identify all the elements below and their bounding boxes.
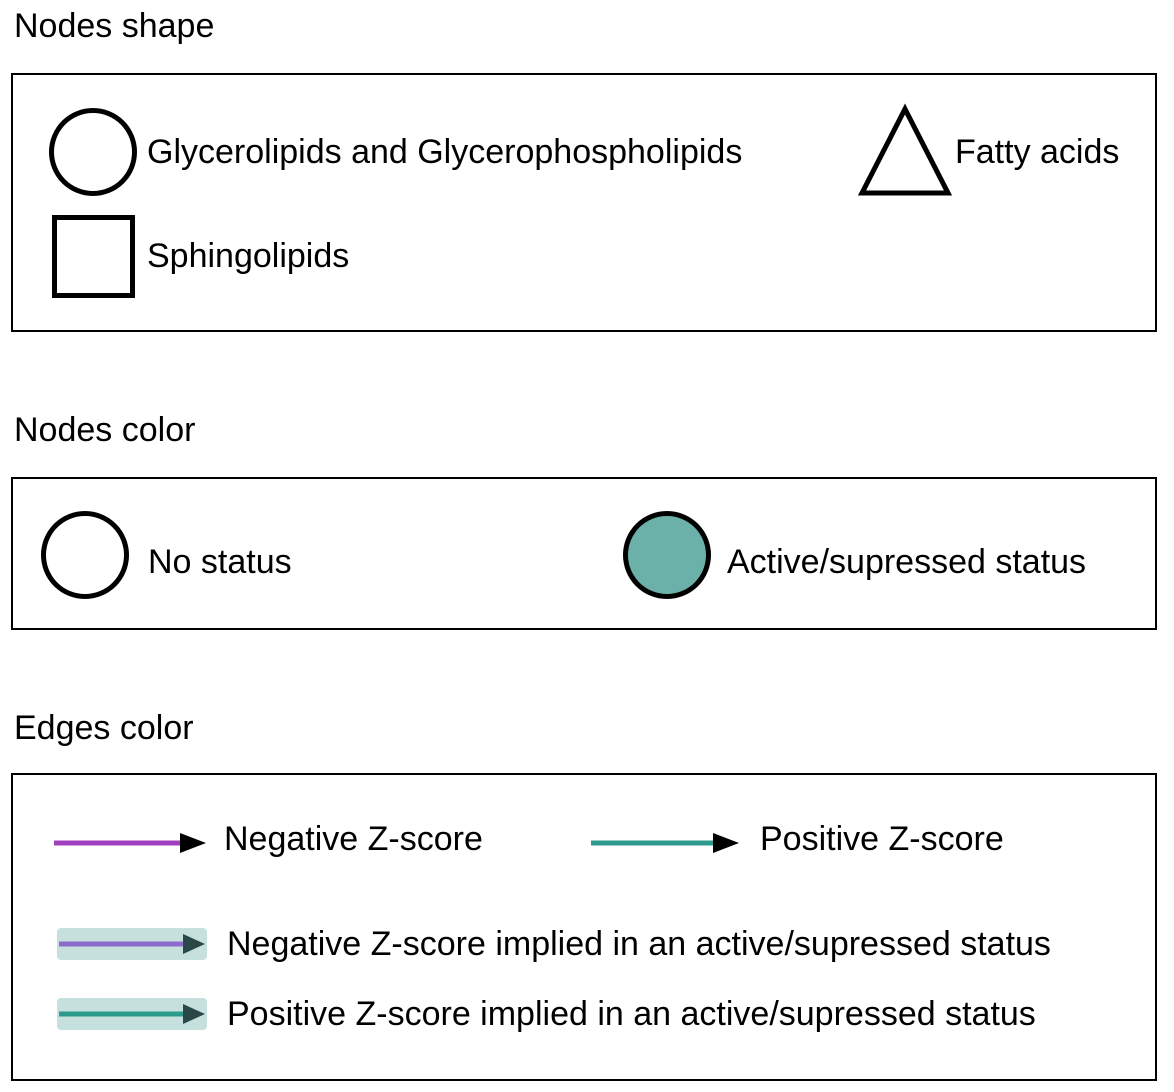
legend-label-no-status: No status (148, 543, 292, 581)
nodes-shape-title: Nodes shape (14, 7, 215, 45)
teal-arrow-icon (591, 833, 739, 853)
legend-label-sphingolipids: Sphingolipids (147, 237, 350, 275)
legend-label-active-supressed-status: Active/supressed status (727, 543, 1087, 581)
square-outline-icon (52, 215, 135, 298)
edges-color-panel (11, 773, 1157, 1081)
purple-arrow-icon (54, 833, 206, 853)
circle-outline-icon (49, 108, 137, 196)
circle-outline-icon (41, 511, 129, 599)
nodes-color-panel (11, 477, 1157, 630)
legend-label-positive-z-score: Positive Z-score (760, 820, 1004, 858)
circle-filled-teal-icon (623, 511, 711, 599)
legend-label-glycerolipids: Glycerolipids and Glycerophospholipids (147, 133, 743, 171)
legend-label-fatty-acids: Fatty acids (955, 133, 1120, 171)
legend-label-negative-z-score-active: Negative Z-score implied in an active/su… (227, 925, 1051, 963)
edges-color-title: Edges color (14, 709, 194, 747)
teal-arrow-highlighted-icon (57, 998, 207, 1030)
triangle-outline-icon (857, 103, 953, 196)
legend-label-negative-z-score: Negative Z-score (224, 820, 483, 858)
nodes-color-title: Nodes color (14, 411, 196, 449)
nodes-shape-panel (11, 73, 1157, 332)
purple-arrow-highlighted-icon (57, 928, 207, 960)
legend-label-positive-z-score-active: Positive Z-score implied in an active/su… (227, 995, 1036, 1033)
